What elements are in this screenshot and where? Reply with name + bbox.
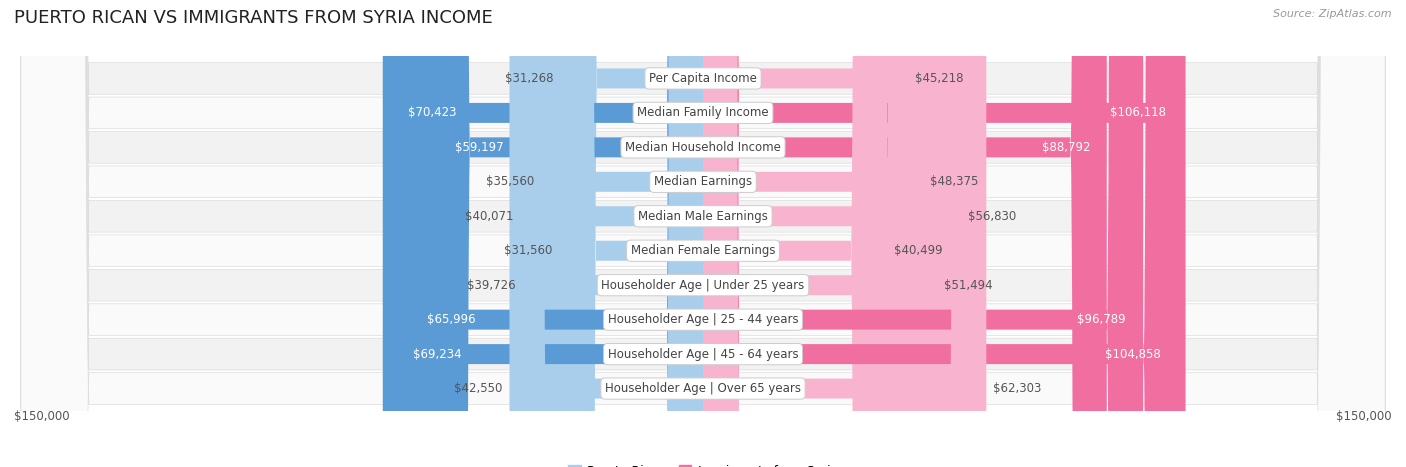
FancyBboxPatch shape [561,0,703,467]
FancyBboxPatch shape [388,0,703,467]
Text: Householder Age | Over 65 years: Householder Age | Over 65 years [605,382,801,395]
Text: Householder Age | Under 25 years: Householder Age | Under 25 years [602,279,804,292]
Text: $31,560: $31,560 [505,244,553,257]
Text: $42,550: $42,550 [454,382,503,395]
FancyBboxPatch shape [703,0,987,467]
FancyBboxPatch shape [703,0,922,467]
Text: Householder Age | 25 - 44 years: Householder Age | 25 - 44 years [607,313,799,326]
FancyBboxPatch shape [703,0,1180,467]
FancyBboxPatch shape [509,0,703,467]
Text: $62,303: $62,303 [993,382,1042,395]
FancyBboxPatch shape [703,0,1107,467]
FancyBboxPatch shape [560,0,703,467]
Text: $88,792: $88,792 [1042,141,1091,154]
Text: $35,560: $35,560 [486,175,534,188]
Text: $31,268: $31,268 [506,72,554,85]
Text: $45,218: $45,218 [915,72,965,85]
Text: Householder Age | 45 - 64 years: Householder Age | 45 - 64 years [607,347,799,361]
FancyBboxPatch shape [382,0,703,467]
Legend: Puerto Rican, Immigrants from Syria: Puerto Rican, Immigrants from Syria [564,460,842,467]
Text: Median Female Earnings: Median Female Earnings [631,244,775,257]
Text: Median Family Income: Median Family Income [637,106,769,120]
FancyBboxPatch shape [703,0,1143,467]
FancyBboxPatch shape [703,0,938,467]
Text: $40,071: $40,071 [465,210,515,223]
FancyBboxPatch shape [434,0,703,467]
Text: $104,858: $104,858 [1105,347,1161,361]
Text: $40,499: $40,499 [894,244,942,257]
Text: $56,830: $56,830 [969,210,1017,223]
Text: $39,726: $39,726 [467,279,516,292]
Text: Median Household Income: Median Household Income [626,141,780,154]
FancyBboxPatch shape [703,0,962,467]
FancyBboxPatch shape [21,0,1385,467]
Text: $51,494: $51,494 [943,279,993,292]
FancyBboxPatch shape [520,0,703,467]
Text: $59,197: $59,197 [456,141,503,154]
Text: Median Male Earnings: Median Male Earnings [638,210,768,223]
Text: Per Capita Income: Per Capita Income [650,72,756,85]
FancyBboxPatch shape [703,0,1185,467]
FancyBboxPatch shape [21,0,1385,467]
FancyBboxPatch shape [21,0,1385,467]
Text: Median Earnings: Median Earnings [654,175,752,188]
FancyBboxPatch shape [21,0,1385,467]
FancyBboxPatch shape [703,0,887,467]
FancyBboxPatch shape [21,0,1385,467]
Text: Source: ZipAtlas.com: Source: ZipAtlas.com [1274,9,1392,19]
Text: $106,118: $106,118 [1111,106,1166,120]
FancyBboxPatch shape [404,0,703,467]
Text: $48,375: $48,375 [929,175,979,188]
FancyBboxPatch shape [21,0,1385,467]
FancyBboxPatch shape [21,0,1385,467]
FancyBboxPatch shape [541,0,703,467]
FancyBboxPatch shape [21,0,1385,467]
Text: $65,996: $65,996 [427,313,475,326]
FancyBboxPatch shape [21,0,1385,467]
Text: $150,000: $150,000 [14,410,70,423]
Text: PUERTO RICAN VS IMMIGRANTS FROM SYRIA INCOME: PUERTO RICAN VS IMMIGRANTS FROM SYRIA IN… [14,9,494,28]
Text: $96,789: $96,789 [1077,313,1126,326]
FancyBboxPatch shape [21,0,1385,467]
Text: $70,423: $70,423 [408,106,457,120]
FancyBboxPatch shape [703,0,908,467]
FancyBboxPatch shape [523,0,703,467]
Text: $69,234: $69,234 [413,347,463,361]
Text: $150,000: $150,000 [1336,410,1392,423]
